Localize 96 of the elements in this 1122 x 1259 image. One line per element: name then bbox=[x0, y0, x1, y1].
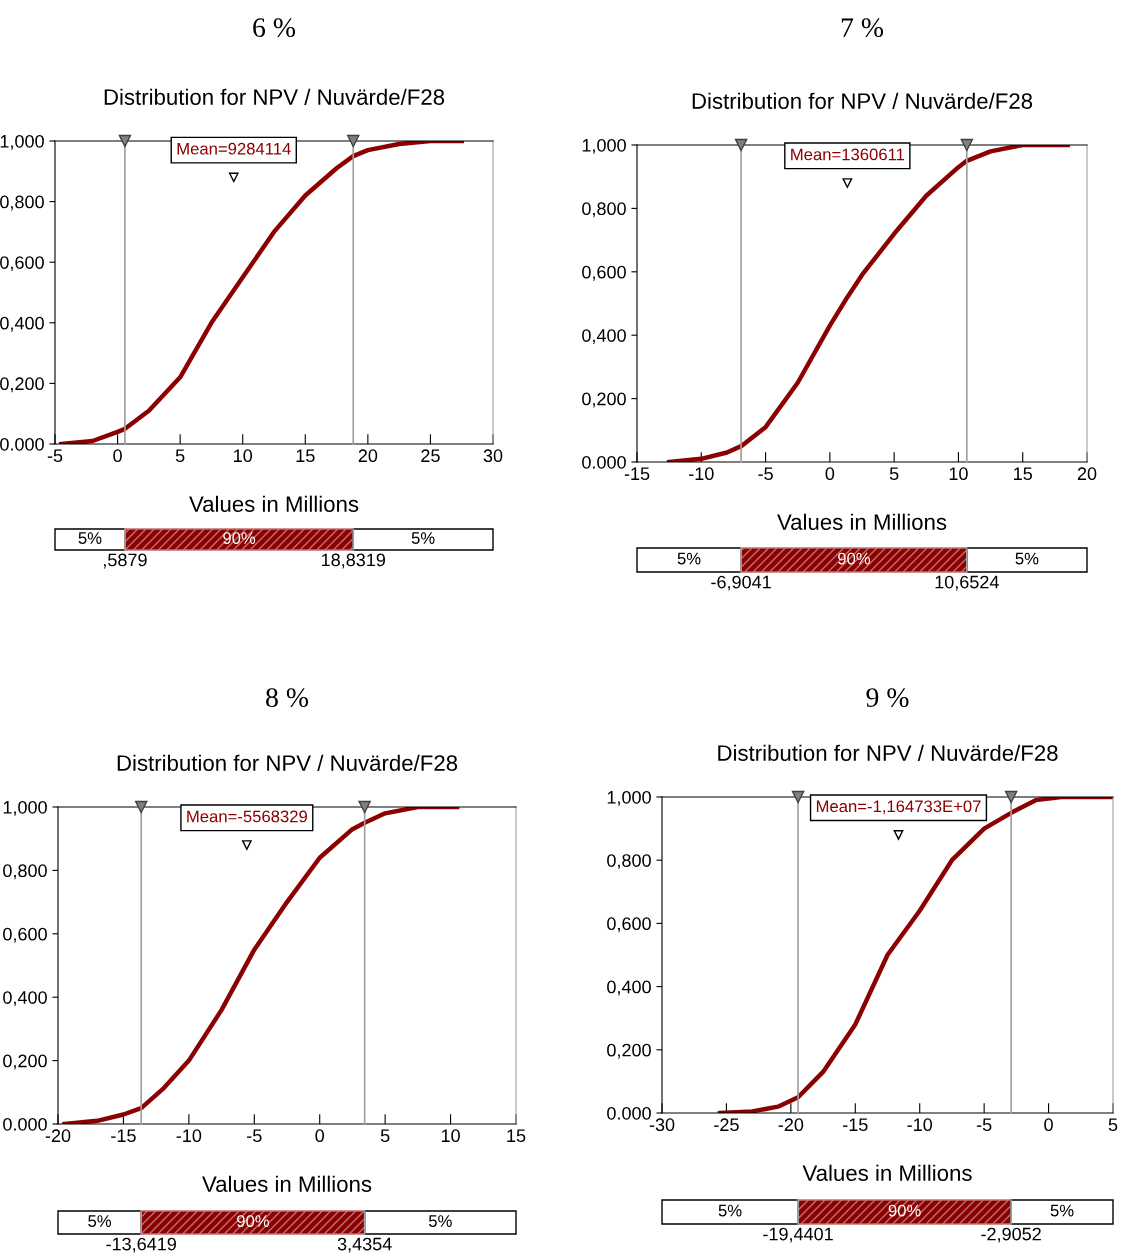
y-tick-label: 0,200 bbox=[582, 392, 626, 408]
x-tick-label: 30 bbox=[483, 449, 503, 463]
x-tick-label: 5 bbox=[380, 1129, 390, 1143]
annotation: Mean=-1,164733E+07 bbox=[816, 800, 981, 815]
x-tick-label: 15 bbox=[1014, 467, 1032, 481]
x-tick-label: 5 bbox=[175, 449, 185, 463]
x-tick-label: -10 bbox=[907, 1118, 933, 1132]
y-tick-label: 1,000 bbox=[0, 134, 44, 150]
x-tick-label: -20 bbox=[45, 1129, 71, 1143]
y-tick-label: 0,600 bbox=[582, 265, 626, 281]
text: 10,6524 bbox=[935, 575, 999, 591]
x-tick-label: 0 bbox=[1044, 1118, 1053, 1132]
y-tick-label: 0,200 bbox=[0, 377, 44, 393]
x-tick-label: -10 bbox=[176, 1129, 202, 1143]
text: 90% bbox=[237, 1215, 270, 1227]
line-series bbox=[62, 807, 460, 1124]
x-tick-label: -5 bbox=[976, 1118, 992, 1132]
chart-title: 8 % bbox=[266, 688, 309, 708]
y-tick-label: 0,400 bbox=[582, 329, 626, 345]
text: 90% bbox=[223, 532, 256, 544]
x-tick-label: 20 bbox=[358, 449, 378, 463]
text: 5% bbox=[1015, 552, 1039, 565]
x-tick-label: -15 bbox=[111, 1129, 136, 1143]
chart-title: 7 % bbox=[841, 18, 884, 38]
y-tick-label: 0.000 bbox=[607, 1106, 651, 1120]
chart-subtitle: Distribution for NPV / Nuvärde/F28 bbox=[692, 92, 1033, 109]
x-tick-label: 20 bbox=[1077, 467, 1097, 481]
line-series bbox=[717, 797, 1113, 1113]
y-tick-label: 0.000 bbox=[3, 1117, 47, 1131]
text: 5% bbox=[677, 552, 701, 565]
chart-subtitle: Distribution for NPV / Nuvärde/F28 bbox=[104, 88, 445, 105]
x-tick-label: -30 bbox=[649, 1118, 675, 1132]
y-tick-label: 0,600 bbox=[0, 256, 44, 272]
text: 90% bbox=[888, 1204, 921, 1217]
y-tick-label: 0,600 bbox=[3, 927, 47, 943]
x-tick-label: 10 bbox=[949, 467, 968, 481]
x-tick-label: 10 bbox=[234, 449, 253, 463]
y-tick-label: 1,000 bbox=[607, 790, 651, 806]
y-tick-label: 1,000 bbox=[582, 138, 626, 154]
chart-subtitle: Distribution for NPV / Nuvärde/F28 bbox=[718, 744, 1058, 761]
text: 5% bbox=[718, 1204, 742, 1217]
x-tick-label: -5 bbox=[247, 1129, 262, 1143]
x-tick-label: 0 bbox=[315, 1129, 325, 1143]
chart-subtitle: Distribution for NPV / Nuvärde/F28 bbox=[117, 754, 458, 771]
y-tick-label: 1,000 bbox=[3, 800, 47, 816]
x-tick-label: -15 bbox=[624, 467, 650, 481]
y-tick-label: 0,800 bbox=[582, 202, 626, 218]
x-tick-label: -20 bbox=[778, 1118, 804, 1132]
line-series bbox=[59, 141, 464, 444]
x-tick-label: -10 bbox=[689, 467, 714, 481]
text: 5% bbox=[88, 1215, 112, 1227]
chart-title: 9 % bbox=[866, 688, 909, 708]
y-tick-label: 0,800 bbox=[607, 854, 651, 870]
y-tick-label: 0.000 bbox=[0, 437, 44, 451]
x-tick-label: 15 bbox=[507, 1129, 526, 1143]
x-tick-label: -15 bbox=[843, 1118, 868, 1132]
line-series bbox=[666, 145, 1070, 462]
text: 5% bbox=[428, 1215, 452, 1227]
x-tick-label: -5 bbox=[758, 467, 773, 481]
text: ,5879 bbox=[103, 553, 147, 569]
y-tick-label: 0,800 bbox=[3, 864, 47, 880]
y-tick-label: 0,400 bbox=[0, 316, 44, 332]
y-tick-label: 0.000 bbox=[582, 455, 626, 469]
x-tick-label: 0 bbox=[825, 467, 835, 481]
text: 3,4354 bbox=[337, 1237, 392, 1253]
text: 5% bbox=[78, 532, 102, 544]
annotation: Mean=-5568329 bbox=[187, 810, 307, 823]
text: 90% bbox=[838, 552, 871, 565]
y-tick-label: 0,200 bbox=[607, 1043, 651, 1059]
y-tick-label: 0,800 bbox=[0, 195, 44, 211]
text: 5% bbox=[1050, 1204, 1074, 1217]
x-tick-label: 10 bbox=[441, 1129, 460, 1143]
y-tick-label: 0,400 bbox=[3, 991, 47, 1007]
x-tick-label: 15 bbox=[296, 449, 315, 463]
x-axis-title: Values in Millions bbox=[202, 1175, 372, 1192]
text: -13,6419 bbox=[106, 1237, 176, 1253]
x-tick-label: 0 bbox=[113, 449, 122, 463]
annotation: Mean=9284114 bbox=[177, 142, 291, 155]
annotation: Mean=1360611 bbox=[791, 148, 905, 161]
y-tick-label: 0,600 bbox=[607, 917, 651, 933]
y-tick-label: 0,400 bbox=[607, 980, 651, 996]
text: -19,4401 bbox=[763, 1227, 833, 1243]
x-tick-label: -5 bbox=[47, 449, 63, 463]
x-tick-label: 5 bbox=[1108, 1118, 1118, 1132]
x-tick-label: 25 bbox=[421, 449, 440, 463]
y-tick-label: 0,200 bbox=[3, 1054, 47, 1070]
x-axis-title: Values in Millions bbox=[189, 495, 359, 512]
x-axis-title: Values in Millions bbox=[777, 513, 947, 530]
x-tick-label: 5 bbox=[889, 467, 899, 481]
text: -2,9052 bbox=[981, 1227, 1041, 1243]
chart-title: 6 % bbox=[253, 18, 296, 38]
text: -6,9041 bbox=[711, 575, 771, 591]
x-axis-title: Values in Millions bbox=[802, 1164, 972, 1181]
text: 18,8319 bbox=[321, 553, 386, 569]
x-tick-label: -25 bbox=[714, 1118, 739, 1132]
text: 5% bbox=[411, 532, 435, 544]
